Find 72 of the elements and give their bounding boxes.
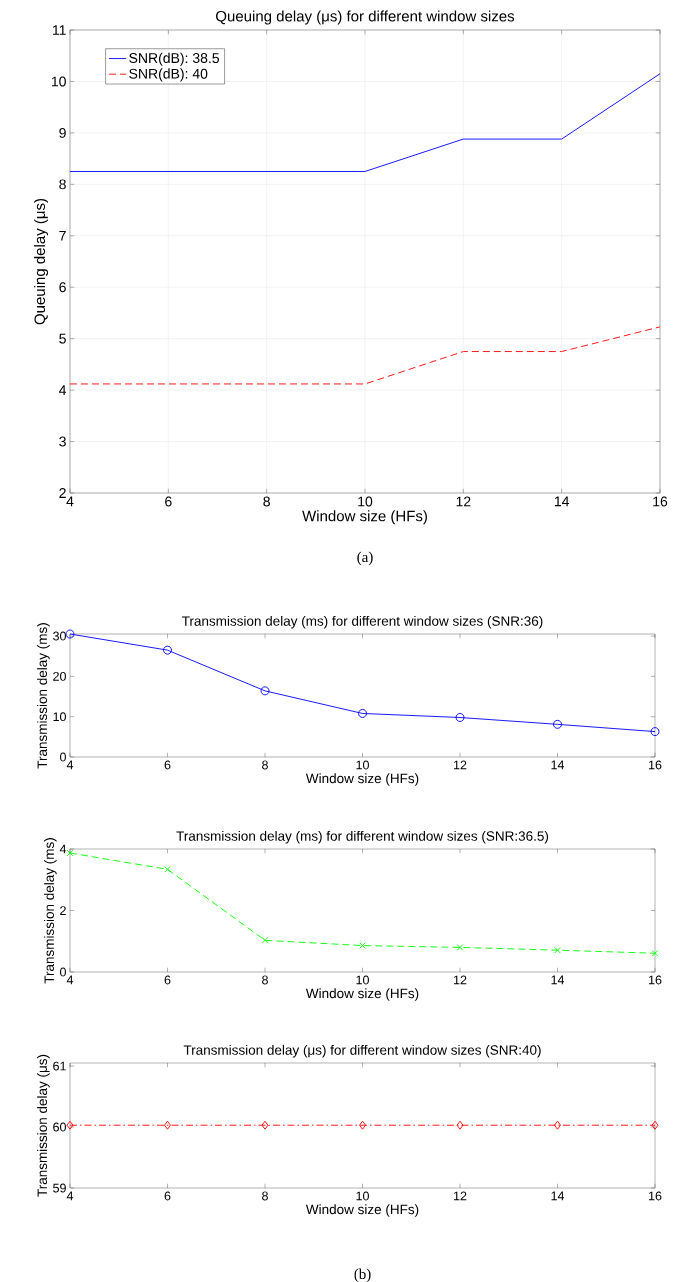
point <box>260 686 270 696</box>
x-tick-label: 6 <box>164 760 171 770</box>
y-tick-label: 59 <box>53 1183 66 1193</box>
y-tick-label: 7 <box>59 230 66 241</box>
y-axis-title: Transmission delay (μs) <box>37 1054 50 1197</box>
y-tick-label: 8 <box>59 179 66 190</box>
y-tick-label: 10 <box>51 76 66 87</box>
point <box>650 727 660 737</box>
point <box>553 719 562 729</box>
point <box>456 944 464 951</box>
x-tick-label: 10 <box>358 496 373 507</box>
x-tick-label: 6 <box>164 975 171 985</box>
y-tick-label: 2 <box>59 488 66 498</box>
x-axis-title: Window size (HFs) <box>305 988 419 1001</box>
text: (a) <box>357 551 373 566</box>
y-tick-label: 60 <box>53 1122 66 1132</box>
x-tick-label: 6 <box>165 496 172 507</box>
legend-label: SNR(dB): 40 <box>129 68 208 82</box>
y-tick-label: 30 <box>53 631 66 641</box>
x-tick-label: 8 <box>262 975 268 985</box>
x-axis-title: Window size (HFs) <box>302 510 427 525</box>
x-tick-label: 16 <box>649 1191 662 1201</box>
y-tick-label: 10 <box>53 712 66 722</box>
x-tick-label: 8 <box>263 496 270 507</box>
y-axis-title: Queuing delay (μs) <box>34 198 49 325</box>
point <box>651 949 659 957</box>
x-tick-label: 14 <box>551 760 565 770</box>
legend-label: SNR(dB): 38.5 <box>129 52 219 66</box>
x-tick-label: 12 <box>454 975 467 985</box>
x-tick-label: 14 <box>551 975 565 985</box>
x-tick-label: 16 <box>649 975 662 985</box>
point <box>164 866 171 873</box>
chart-title: Transmission delay (ms) for different window sizes (SNR:36.5) <box>176 830 549 844</box>
x-tick-label: 10 <box>356 760 369 770</box>
y-tick-label: 4 <box>58 385 67 395</box>
chart-title: Transmission delay (μs) for different window sizes (SNR:40) <box>183 1044 541 1058</box>
x-tick-label: 8 <box>262 760 268 770</box>
y-tick-label: 11 <box>53 25 66 35</box>
y-tick-label: 0 <box>60 752 66 762</box>
y-axis-title: Transmission delay (ms) <box>37 623 50 769</box>
point <box>554 946 561 954</box>
text: (b) <box>354 1268 371 1282</box>
point <box>261 937 269 944</box>
point <box>358 709 367 718</box>
y-tick-label: 0 <box>60 967 66 977</box>
y-tick-label: 9 <box>59 127 66 138</box>
x-axis-title: Window size (HFs) <box>305 1204 419 1217</box>
y-axis-title: Transmission delay (ms) <box>44 838 57 984</box>
y-tick-label: 2 <box>60 906 66 915</box>
x-tick-label: 14 <box>554 496 570 507</box>
point <box>65 629 75 639</box>
y-tick-label: 6 <box>59 282 66 293</box>
x-tick-label: 12 <box>454 1191 467 1201</box>
x-tick-label: 10 <box>356 975 369 985</box>
point <box>455 713 465 722</box>
chart-title: Transmission delay (ms) for different window sizes (SNR:36) <box>181 615 543 629</box>
x-tick-label: 14 <box>551 1191 565 1201</box>
y-tick-label: 4 <box>59 844 67 854</box>
x-tick-label: 6 <box>164 1191 171 1201</box>
x-tick-label: 8 <box>262 1191 268 1201</box>
point <box>163 645 172 655</box>
chart-title: Queuing delay (μs) for different window sizes <box>216 10 515 25</box>
x-tick-label: 12 <box>454 760 467 770</box>
y-tick-label: 20 <box>53 671 66 681</box>
x-axis-title: Window size (HFs) <box>305 773 419 786</box>
y-tick-label: 3 <box>59 436 66 447</box>
x-tick-label: 10 <box>356 1191 369 1201</box>
x-tick-label: 12 <box>456 496 471 507</box>
y-tick-label: 61 <box>53 1061 66 1071</box>
x-tick-label: 16 <box>653 496 668 507</box>
x-tick-label: 16 <box>649 760 662 770</box>
y-tick-label: 5 <box>59 333 66 344</box>
